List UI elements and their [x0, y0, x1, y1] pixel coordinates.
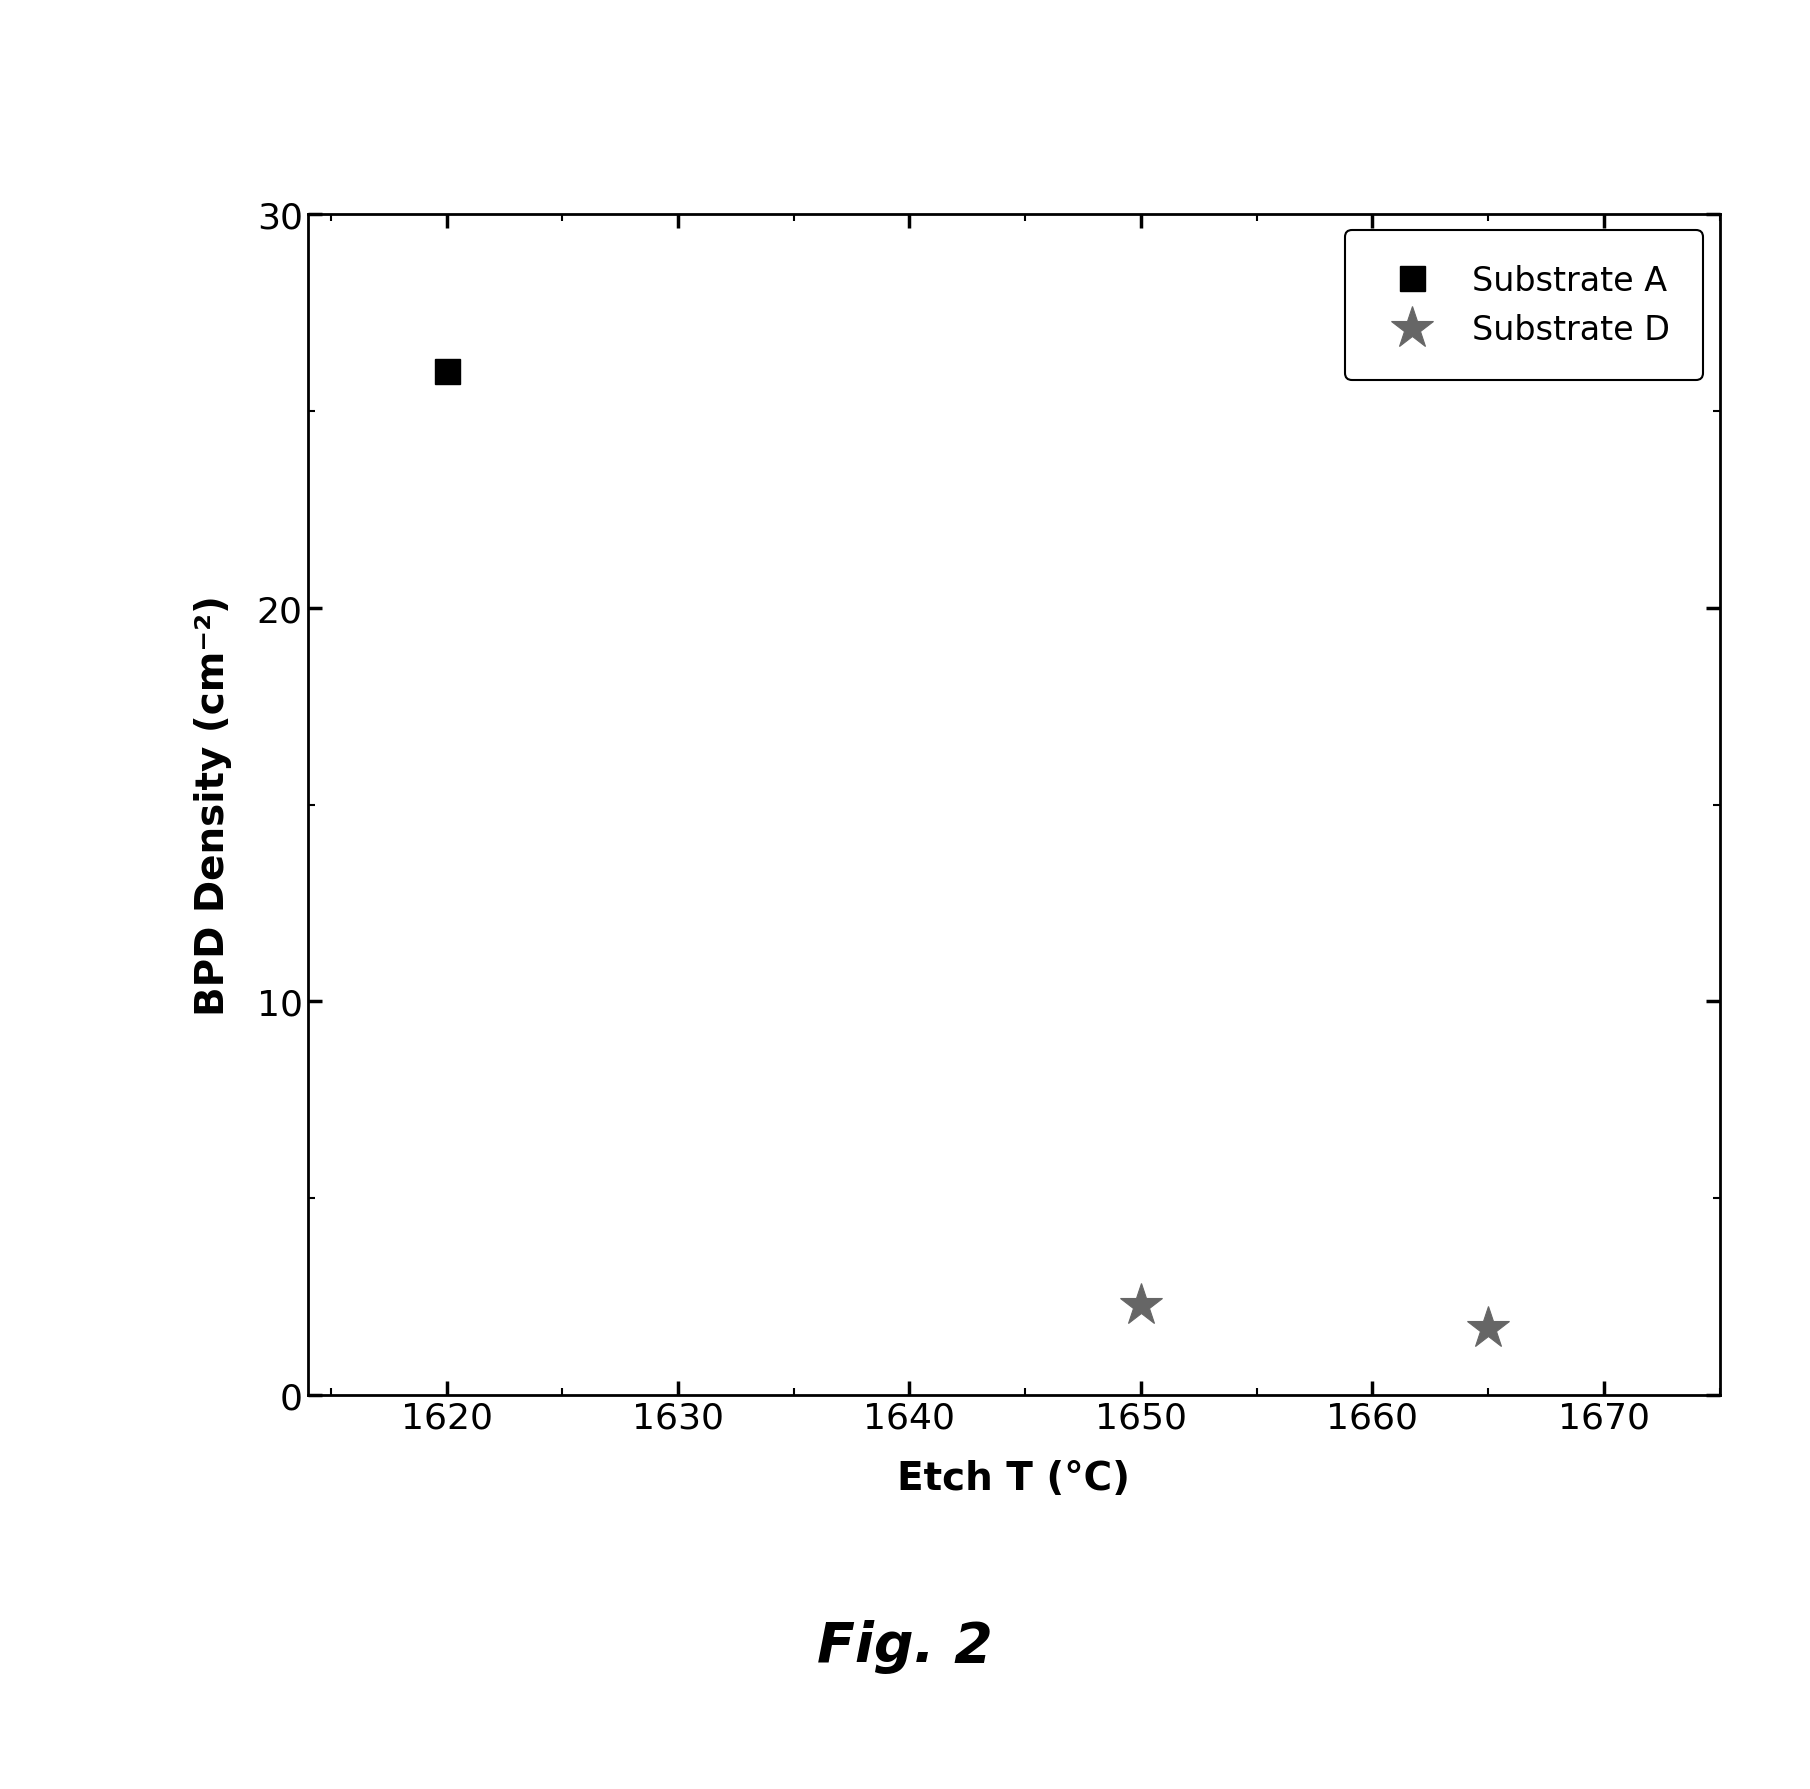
X-axis label: Etch T (°C): Etch T (°C)	[898, 1460, 1129, 1497]
Text: Fig. 2: Fig. 2	[816, 1619, 994, 1673]
Line: Substrate D: Substrate D	[1119, 1283, 1510, 1351]
Substrate D	[1477, 1318, 1499, 1340]
Legend: Substrate A, Substrate D: Substrate A, Substrate D	[1345, 231, 1703, 381]
Y-axis label: BPD Density (cm⁻²): BPD Density (cm⁻²)	[194, 594, 232, 1016]
Substrate D	[1129, 1293, 1151, 1315]
